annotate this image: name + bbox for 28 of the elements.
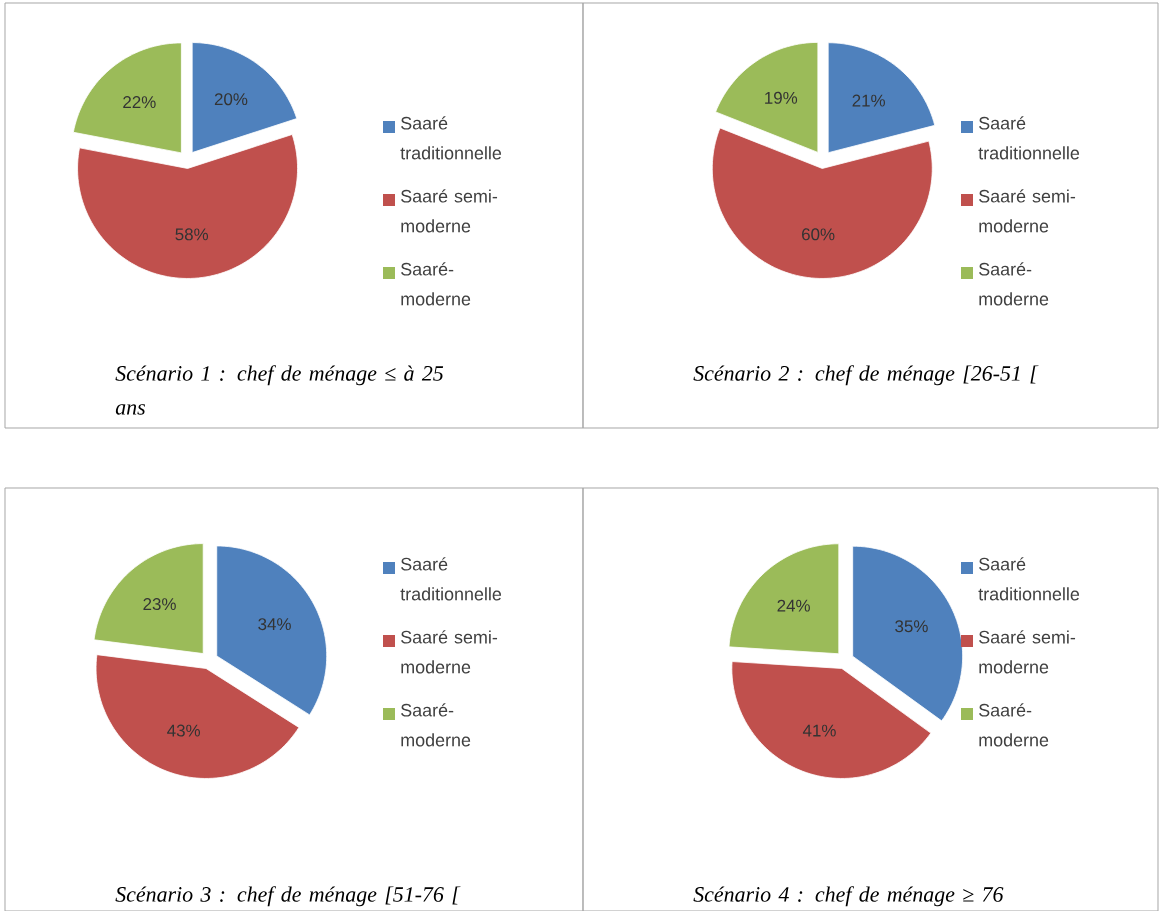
legend-label: Saaré-moderne (979, 261, 1049, 306)
legend-label: Saaré traditionnelle (978, 115, 1080, 160)
legend-label: Saaré traditionnelle (400, 556, 502, 601)
data-label: 58% (175, 228, 209, 241)
data-label: 24% (777, 599, 810, 612)
legend-label: Saaré-moderne (401, 261, 471, 306)
data-label: 60% (802, 228, 835, 241)
data-label: 23% (143, 597, 176, 610)
data-label: 22% (123, 95, 156, 108)
legend-label: Saaré traditionnelle (400, 115, 502, 160)
legend-label: Saaré semi-moderne (401, 188, 498, 233)
data-label: 43% (167, 724, 201, 737)
legend-label: Saaré semi-moderne (979, 629, 1076, 674)
data-label: 35% (895, 619, 928, 632)
data-label: 34% (258, 617, 291, 630)
legend-label: Saaré traditionnelle (978, 556, 1080, 601)
data-label: 20% (214, 92, 248, 105)
text: Scénario 1 : chef de ménage ≤ à 25 ans (115, 364, 444, 415)
data-label: 41% (802, 724, 836, 737)
data-label: 21% (852, 94, 885, 107)
legend-label: Saaré semi-moderne (401, 629, 498, 674)
legend-label: Saaré-moderne (401, 702, 471, 747)
legend-label: Saaré semi-moderne (979, 188, 1076, 233)
text: Scénario 2 : chef de ménage [26-51 [ (693, 364, 1039, 386)
data-label: 19% (765, 91, 798, 104)
text: Scénario 3 : chef de ménage [51-76 [ (115, 885, 461, 907)
legend-label: Saaré-moderne (979, 702, 1049, 747)
text: Scénario 4 : chef de ménage ≥ 76 (693, 885, 1004, 907)
